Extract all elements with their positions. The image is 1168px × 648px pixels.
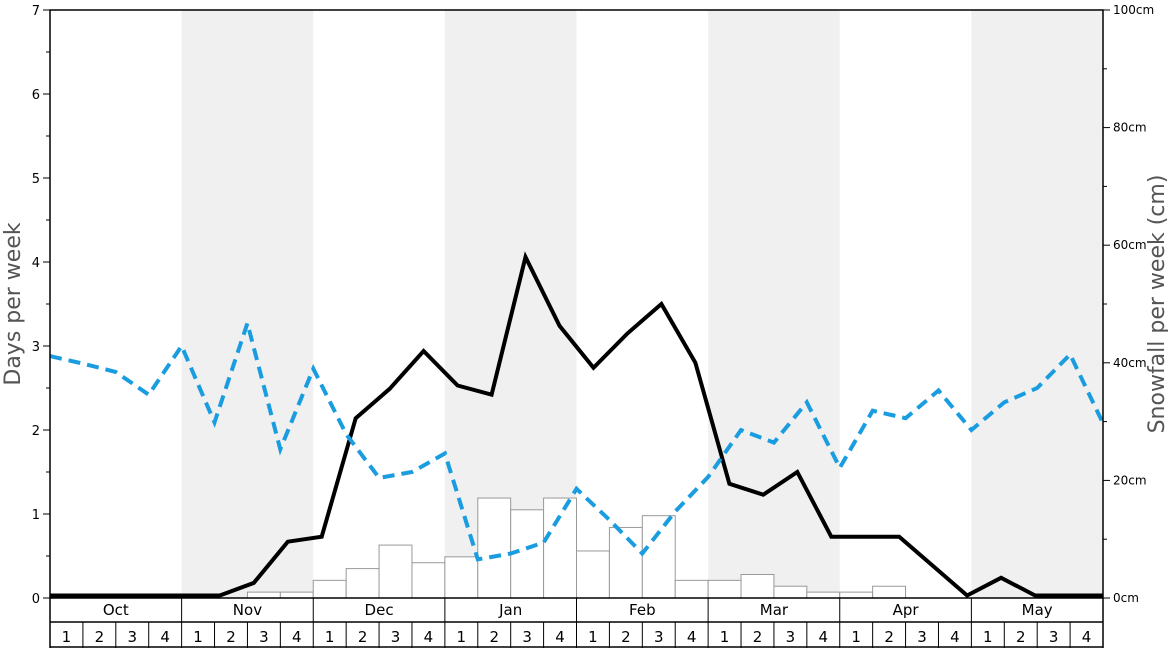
month-shade-mar: [708, 10, 840, 598]
week-label: 1: [457, 628, 467, 646]
week-label: 4: [687, 628, 697, 646]
week-label: 3: [259, 628, 269, 646]
right-axis-title: Snowfall per week (cm): [1145, 175, 1168, 434]
snowfall-bar: [246, 591, 281, 599]
week-label: 2: [358, 628, 368, 646]
month-label-nov: Nov: [233, 601, 262, 619]
week-label: 3: [654, 628, 664, 646]
snowfall-bar: [872, 585, 907, 599]
month-label-feb: Feb: [629, 601, 656, 619]
week-label: 3: [917, 628, 927, 646]
month-label-may: May: [1022, 601, 1053, 619]
week-label: 2: [226, 628, 236, 646]
left-tick-label: 5: [32, 172, 40, 187]
snowfall-bar: [707, 579, 742, 599]
snowfall-bar: [674, 579, 709, 599]
week-label: 2: [753, 628, 763, 646]
week-label: 4: [160, 628, 170, 646]
snowfall-bar: [740, 573, 775, 599]
snowfall-bar: [345, 568, 380, 599]
week-label: 2: [884, 628, 894, 646]
week-label: 1: [62, 628, 72, 646]
week-label: 4: [424, 628, 434, 646]
snowfall-bars: [246, 497, 907, 599]
week-label: 1: [851, 628, 861, 646]
week-label: 2: [621, 628, 631, 646]
snowfall-bar: [806, 591, 841, 599]
snowfall-bar: [839, 591, 874, 599]
right-axis-ticks: 0cm 20cm 40cm 60cm 80cm 100cm: [1103, 3, 1154, 605]
week-label: 2: [1016, 628, 1026, 646]
week-label: 1: [983, 628, 993, 646]
month-label-jan: Jan: [498, 601, 522, 619]
x-axis-months: Oct 1 2 3 4 Nov 1 2 3 4 Dec 1 2 3 4 Jan 1 2 3 4 Feb 1 2 3 4 Mar 1 2…: [49, 598, 1104, 648]
week-label: 4: [292, 628, 302, 646]
week-label: 3: [1049, 628, 1059, 646]
week-label: 1: [193, 628, 203, 646]
right-tick-label: 40cm: [1113, 356, 1147, 370]
left-tick-label: 3: [32, 340, 40, 355]
month-shading: [181, 10, 1103, 598]
snowfall-bar: [477, 497, 512, 599]
snowfall-bar: [279, 591, 314, 599]
week-label: 3: [522, 628, 532, 646]
week-label: 4: [819, 628, 829, 646]
snowfall-bar: [543, 497, 577, 599]
left-tick-label: 2: [32, 424, 40, 439]
left-tick-label: 6: [32, 88, 40, 103]
solid-line: [50, 251, 1103, 598]
snowfall-bar: [773, 585, 808, 599]
month-label-oct: Oct: [103, 601, 129, 619]
snowfall-bar: [641, 515, 676, 599]
right-tick-label: 0cm: [1113, 591, 1139, 605]
week-label: 2: [489, 628, 499, 646]
left-axis-ticks: 0 1 2 3 4 5 6 7: [32, 4, 50, 607]
week-label: 1: [588, 628, 598, 646]
snowfall-bar: [576, 550, 610, 599]
month-label-dec: Dec: [365, 601, 394, 619]
right-tick-label: 60cm: [1113, 238, 1147, 252]
left-axis-title: Days per week: [1, 222, 26, 385]
data-lines: [49, 251, 1105, 598]
left-tick-label: 0: [32, 592, 40, 607]
dashed-line: [49, 316, 1105, 562]
week-label: 2: [95, 628, 105, 646]
week-label: 4: [950, 628, 960, 646]
week-label: 3: [786, 628, 796, 646]
month-label-mar: Mar: [760, 601, 789, 619]
week-label: 4: [555, 628, 565, 646]
week-label: 1: [325, 628, 335, 646]
left-tick-label: 7: [32, 4, 40, 19]
right-tick-label: 100cm: [1113, 3, 1154, 17]
week-label: 3: [391, 628, 401, 646]
week-label: 3: [127, 628, 137, 646]
snowfall-bar: [510, 509, 545, 599]
left-tick-label: 1: [32, 508, 40, 523]
snowfall-bar: [411, 562, 446, 599]
month-shade-may: [971, 10, 1103, 598]
right-tick-label: 80cm: [1113, 121, 1147, 135]
week-label: 4: [1082, 628, 1092, 646]
month-label-apr: Apr: [893, 601, 920, 619]
snowfall-bar: [608, 526, 643, 599]
snowfall-bar: [312, 579, 347, 599]
week-label: 1: [720, 628, 730, 646]
right-tick-label: 20cm: [1113, 473, 1147, 487]
left-tick-label: 4: [32, 256, 40, 271]
month-shade-nov: [181, 10, 314, 598]
snowfall-bar: [378, 544, 413, 599]
snowfall-bar: [444, 556, 479, 599]
